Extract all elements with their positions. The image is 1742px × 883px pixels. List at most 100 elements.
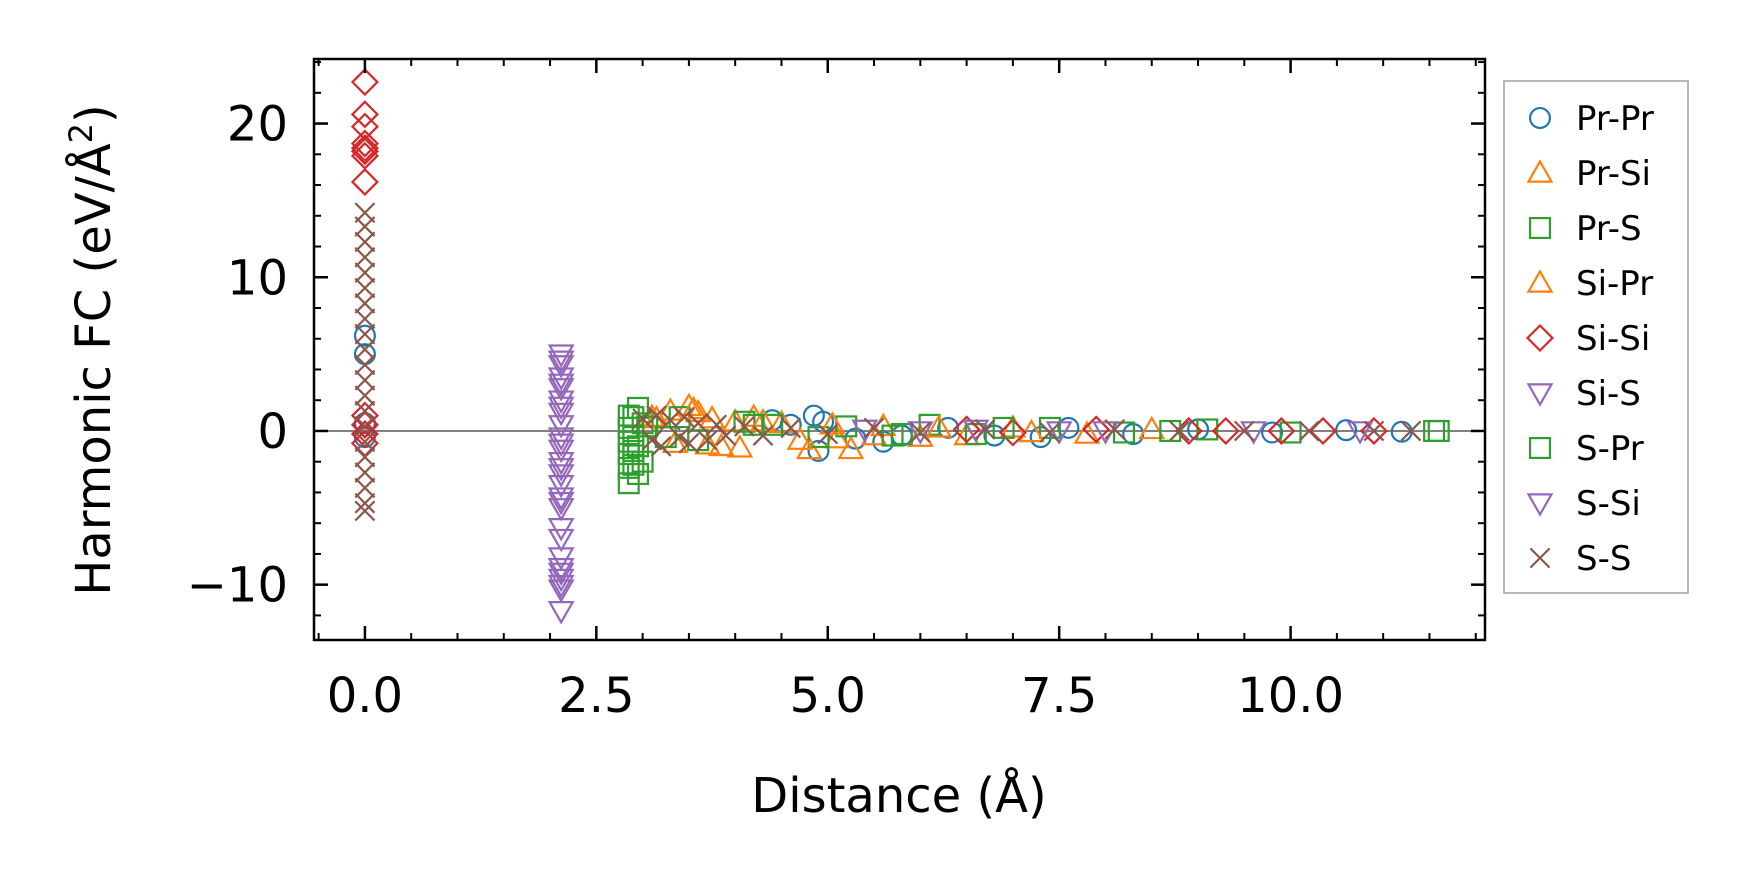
data-point	[909, 422, 931, 443]
data-point	[1267, 416, 1296, 445]
legend: Pr-Pr Pr-Si Pr-S Si-Pr Si-Si Si-S S-Pr S-Si S-S	[1503, 80, 1689, 594]
data-point	[780, 417, 802, 439]
data-point	[354, 446, 376, 468]
data-point	[354, 262, 376, 284]
scatter-markers	[350, 68, 1450, 625]
data-point	[547, 498, 575, 522]
data-point	[547, 378, 575, 402]
y-tick-labels: −10 0 10 20	[187, 97, 288, 614]
data-point	[937, 416, 960, 439]
data-point	[547, 350, 575, 374]
data-point	[752, 425, 774, 446]
data-point	[350, 401, 379, 430]
legend-label: Pr-Pr	[1576, 99, 1654, 139]
data-point	[1045, 421, 1073, 445]
data-point	[547, 579, 575, 604]
data-point	[807, 439, 830, 462]
data-point	[1261, 421, 1284, 444]
data-point	[350, 100, 379, 129]
legend-marker	[1526, 493, 1554, 517]
legend-label: S-S	[1576, 539, 1631, 579]
data-point	[354, 339, 376, 360]
data-point	[547, 433, 575, 457]
data-point	[354, 369, 376, 391]
data-point	[660, 409, 681, 431]
data-point	[354, 500, 376, 522]
legend-item: S-Pr	[1528, 429, 1644, 469]
legend-marker	[1528, 216, 1552, 240]
y-axis-label-superscript: 2	[62, 123, 100, 143]
data-point	[354, 385, 376, 406]
data-point	[354, 293, 376, 314]
data-point	[998, 418, 1027, 447]
data-point	[547, 458, 575, 482]
data-point	[354, 323, 376, 345]
data-point	[1363, 420, 1385, 442]
data-point	[622, 453, 645, 476]
legend-label: S-Si	[1576, 484, 1641, 524]
data-point	[547, 574, 575, 599]
data-point	[1169, 420, 1190, 442]
data-point	[661, 429, 689, 453]
x-tick-label: 7.5	[1021, 668, 1097, 724]
data-point	[354, 308, 376, 330]
data-point	[974, 419, 996, 440]
legend-marker	[1525, 323, 1555, 353]
legend-label: Si-S	[1576, 374, 1641, 414]
legend-item: Pr-S	[1528, 209, 1642, 249]
data-point	[354, 400, 376, 422]
data-point	[669, 426, 691, 448]
x-tick-labels: 0.0 2.5 5.0 7.5 10.0	[327, 668, 1344, 724]
data-point	[547, 355, 575, 379]
data-point	[1017, 418, 1045, 443]
data-point	[925, 414, 953, 438]
data-point	[354, 415, 376, 437]
data-point	[707, 432, 735, 457]
data-point	[354, 462, 376, 483]
data-point	[817, 423, 839, 445]
data-point	[350, 420, 379, 449]
data-point	[678, 432, 700, 454]
x-tick-label: 5.0	[790, 668, 866, 724]
y-tick-label: 0	[257, 404, 288, 460]
legend-item: Si-S	[1526, 374, 1641, 414]
y-tick-label: −10	[187, 558, 288, 614]
data-point	[1359, 416, 1388, 445]
data-point	[786, 426, 814, 450]
data-point	[547, 390, 575, 414]
data-point	[354, 354, 376, 376]
data-point	[1346, 421, 1374, 445]
x-tick-label: 2.5	[558, 668, 634, 724]
legend-items: Pr-Pr Pr-Si Pr-S Si-Pr Si-Si Si-S S-Pr S-Si S-S	[1525, 99, 1654, 579]
data-point	[964, 423, 987, 446]
y-axis-label: Harmonic FC (eV/Å2)	[62, 104, 122, 596]
legend-marker	[1526, 269, 1554, 293]
data-point	[952, 415, 981, 444]
data-point	[837, 435, 865, 460]
data-point	[547, 562, 575, 587]
data-point	[350, 129, 379, 158]
data-point	[1082, 415, 1111, 444]
data-point	[1211, 416, 1240, 445]
legend-frame	[1503, 80, 1689, 594]
legend-label: S-Pr	[1576, 429, 1644, 469]
data-point	[1196, 418, 1219, 441]
legend-item: Si-Si	[1525, 319, 1650, 359]
data-point	[1039, 422, 1061, 443]
data-point	[641, 429, 663, 451]
data-point	[547, 475, 575, 499]
data-point	[350, 167, 379, 196]
data-point	[761, 413, 784, 436]
data-point	[1073, 420, 1101, 444]
series-pr-pr	[353, 324, 1413, 462]
data-point	[1298, 420, 1320, 442]
data-point	[687, 412, 709, 434]
data-point	[547, 601, 575, 625]
x-tick-label: 10.0	[1237, 668, 1344, 724]
legend-item: Pr-Si	[1526, 154, 1651, 194]
data-point	[715, 425, 737, 446]
data-point	[818, 411, 846, 435]
data-point	[1138, 415, 1166, 440]
data-point	[622, 439, 645, 462]
